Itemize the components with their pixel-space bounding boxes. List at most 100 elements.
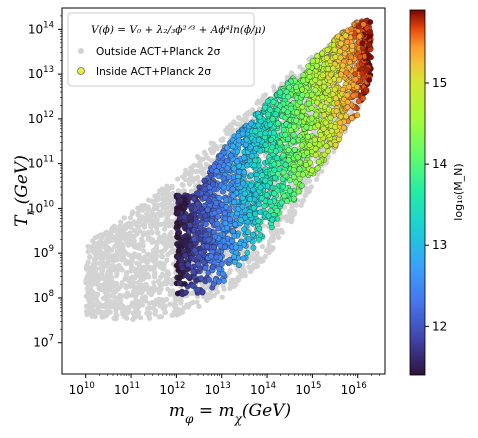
- inside-point: [338, 71, 344, 78]
- outside-point: [160, 239, 166, 246]
- inside-point: [189, 282, 196, 289]
- outside-point: [214, 289, 221, 295]
- outside-point: [129, 279, 135, 285]
- inside-point: [211, 244, 217, 251]
- inside-point: [242, 141, 249, 148]
- inside-point: [337, 48, 343, 55]
- outside-point: [133, 288, 139, 294]
- inside-point: [201, 177, 208, 184]
- outside-point: [123, 285, 129, 291]
- inside-point: [222, 215, 229, 222]
- outside-point: [129, 240, 135, 246]
- inside-point: [190, 268, 197, 275]
- inside-point: [208, 172, 214, 179]
- inside-point: [245, 201, 251, 207]
- outside-point: [151, 284, 157, 290]
- inside-point: [221, 278, 227, 284]
- inside-point: [249, 153, 255, 159]
- inside-point: [236, 262, 242, 269]
- outside-point: [116, 247, 122, 253]
- outside-point: [117, 304, 123, 311]
- inside-point: [324, 47, 331, 53]
- outside-point: [161, 205, 167, 211]
- inside-point: [193, 190, 200, 197]
- outside-point: [165, 286, 171, 292]
- outside-point: [291, 184, 297, 190]
- outside-point: [203, 164, 210, 170]
- outside-point: [229, 125, 235, 131]
- outside-point: [88, 287, 94, 293]
- inside-point: [285, 93, 292, 100]
- outside-point: [162, 226, 168, 232]
- inside-point: [236, 169, 242, 175]
- outside-point: [250, 107, 256, 113]
- inside-point: [312, 77, 319, 83]
- inside-point: [325, 66, 331, 72]
- inside-point: [246, 212, 253, 218]
- inside-point: [321, 151, 328, 158]
- inside-point: [282, 161, 289, 168]
- outside-point: [160, 264, 166, 270]
- inside-point: [304, 149, 310, 156]
- outside-point: [251, 255, 258, 261]
- inside-point: [183, 289, 189, 296]
- outside-point: [224, 251, 230, 257]
- outside-point: [188, 300, 194, 306]
- outside-point: [164, 273, 170, 279]
- outside-point: [162, 303, 168, 309]
- outside-point: [251, 249, 257, 255]
- inside-point: [187, 214, 193, 221]
- inside-point: [252, 128, 259, 135]
- outside-point: [149, 230, 155, 236]
- outside-point: [149, 239, 155, 245]
- outside-point: [103, 294, 109, 300]
- outside-point: [119, 229, 125, 235]
- outside-point: [117, 252, 123, 258]
- outside-point: [165, 269, 171, 275]
- outside-point: [150, 250, 156, 256]
- outside-point: [186, 181, 193, 187]
- outside-point: [236, 115, 242, 121]
- inside-point: [271, 167, 278, 173]
- outside-point: [99, 241, 105, 247]
- inside-point: [197, 236, 204, 243]
- outside-point: [269, 247, 275, 253]
- outside-point: [91, 243, 97, 249]
- inside-point: [244, 249, 251, 256]
- outside-point: [242, 112, 248, 118]
- inside-point: [230, 228, 236, 234]
- inside-point: [258, 195, 265, 202]
- inside-point: [242, 214, 249, 221]
- inside-point: [331, 46, 338, 53]
- inside-point: [344, 104, 351, 111]
- outside-point: [107, 274, 113, 280]
- inside-point: [179, 270, 186, 276]
- inside-point: [204, 243, 210, 250]
- outside-point: [151, 288, 157, 294]
- inside-point: [202, 232, 209, 239]
- inside-point: [280, 169, 287, 176]
- inside-point: [210, 181, 216, 188]
- inside-point: [231, 165, 237, 172]
- outside-point: [166, 239, 172, 245]
- inside-point: [344, 39, 350, 45]
- outside-point: [299, 199, 305, 205]
- inside-point: [211, 163, 217, 170]
- outside-point: [107, 255, 114, 261]
- inside-point: [250, 244, 257, 251]
- outside-point: [210, 150, 216, 156]
- outside-point: [105, 261, 111, 267]
- outside-point: [151, 280, 157, 286]
- inside-point: [312, 152, 319, 158]
- inside-point: [203, 221, 209, 228]
- inside-point: [356, 33, 363, 40]
- outside-point: [231, 119, 237, 125]
- inside-point: [298, 142, 305, 149]
- inside-point: [294, 109, 300, 116]
- outside-point: [145, 236, 151, 242]
- inside-point: [182, 200, 188, 207]
- outside-point: [85, 279, 92, 285]
- outside-point: [229, 277, 235, 283]
- outside-point: [117, 292, 123, 298]
- inside-point: [297, 159, 304, 166]
